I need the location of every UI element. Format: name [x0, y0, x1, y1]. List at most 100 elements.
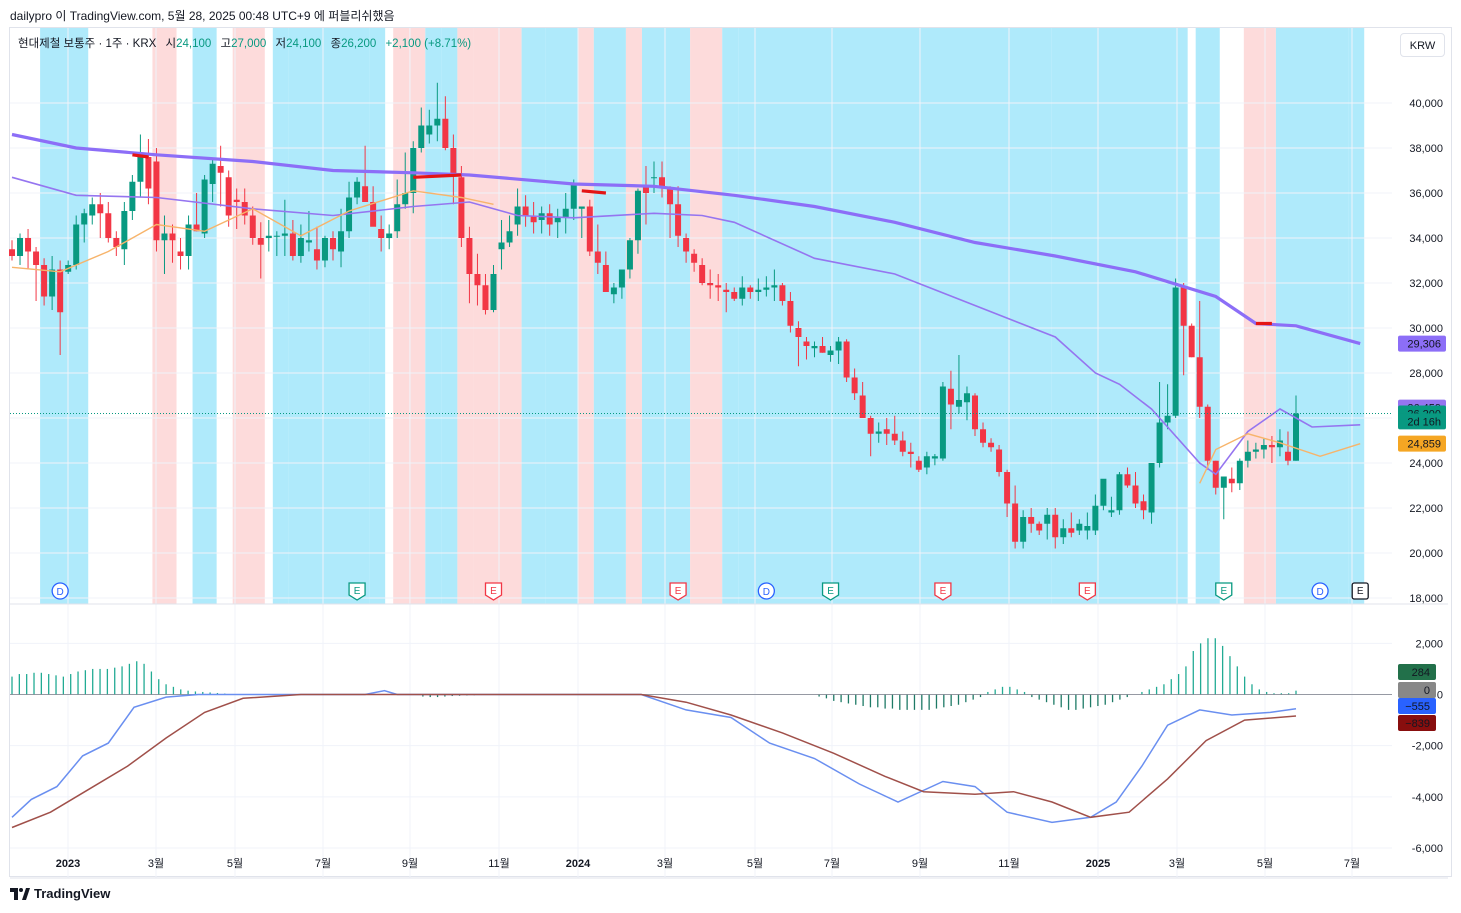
- candle-body: [378, 229, 385, 238]
- candle-body: [1204, 406, 1211, 461]
- candle-body: [1012, 503, 1019, 542]
- candle-body: [273, 235, 280, 237]
- candle-body: [466, 238, 473, 274]
- dividend-marker-label: D: [763, 587, 770, 598]
- time-tick-label: 11월: [488, 857, 510, 870]
- candle-body: [177, 251, 184, 256]
- band-blue: [738, 28, 1052, 604]
- candle-body: [819, 346, 826, 353]
- candle-body: [739, 287, 746, 299]
- dividend-marker-circle: [1311, 582, 1329, 600]
- candle-body: [1108, 510, 1115, 513]
- candle-body: [859, 395, 866, 418]
- candle-body: [891, 433, 898, 441]
- candle-body: [827, 350, 834, 355]
- candle-body: [923, 456, 930, 468]
- time-tick-label: 9월: [402, 857, 418, 870]
- price-axis-label-bg: [1398, 413, 1446, 430]
- candle-body: [530, 215, 537, 223]
- candle-body: [442, 118, 449, 148]
- candle-body: [1020, 517, 1027, 542]
- candle-body: [1036, 523, 1043, 531]
- price-axis-label: 29,306: [1407, 339, 1441, 351]
- candle-body: [996, 449, 1003, 472]
- band-red: [625, 28, 642, 604]
- candle-body: [1196, 357, 1203, 407]
- ma-mid-line: [11, 176, 1361, 476]
- candle-body: [241, 202, 248, 216]
- earnings-marker-box: [1351, 582, 1369, 600]
- candle-body: [17, 238, 24, 256]
- macd-axis-label: −839: [1405, 718, 1430, 730]
- candle-body: [105, 213, 112, 238]
- candle-body: [1293, 413, 1299, 461]
- candle-body: [209, 163, 216, 184]
- candle-body: [939, 386, 946, 459]
- candle-body: [1220, 476, 1227, 488]
- candle-body: [691, 253, 698, 263]
- candle-body: [931, 456, 938, 459]
- high-label: 고: [220, 38, 232, 50]
- candle-body: [1124, 474, 1131, 486]
- candle-body: [980, 429, 987, 443]
- candle-body: [1004, 472, 1011, 504]
- candle-body: [594, 251, 601, 263]
- candle-body: [225, 177, 232, 216]
- candle-body: [1140, 501, 1147, 511]
- symbol-title[interactable]: 현대제철 보통주 · 1주 · KRX: [18, 38, 157, 50]
- candle-body: [73, 224, 80, 265]
- candle-body: [1236, 460, 1243, 484]
- candle-body: [867, 418, 874, 434]
- candle-body: [9, 249, 15, 256]
- earnings-marker: E: [1215, 582, 1233, 601]
- band-blue: [641, 28, 691, 604]
- band-red: [690, 28, 723, 604]
- earnings-marker-label: E: [675, 586, 682, 597]
- candle-body: [618, 269, 625, 288]
- earnings-marker-shape: [1078, 582, 1096, 601]
- band-red: [1243, 28, 1276, 604]
- candle-body: [362, 186, 369, 202]
- candle-body: [771, 285, 778, 288]
- price-tick-label: 38,000: [1409, 143, 1443, 155]
- candle-body: [779, 285, 786, 301]
- tradingview-logo[interactable]: TradingView: [10, 886, 110, 901]
- currency-button[interactable]: KRW: [1400, 33, 1445, 57]
- earnings-marker-shape: [484, 582, 503, 601]
- candle-body: [137, 157, 144, 182]
- earnings-marker: E: [934, 582, 952, 601]
- candle-body: [1252, 449, 1259, 452]
- candle-body: [418, 125, 425, 148]
- candle-body: [217, 166, 224, 173]
- time-tick-label: 2024: [566, 858, 591, 870]
- candle-body: [57, 269, 64, 313]
- band-red: [409, 28, 426, 604]
- ma-short-line: [11, 190, 494, 273]
- dividend-marker-circle: [757, 582, 775, 600]
- change-value: +2,100 (+8.71%): [385, 38, 472, 50]
- candle-body: [683, 238, 690, 252]
- macd-axis-label-bg: [1398, 715, 1436, 731]
- earnings-marker-shape: [1215, 582, 1233, 601]
- candle-body: [81, 213, 88, 225]
- price-tick-label: 34,000: [1409, 233, 1443, 245]
- candle-body: [113, 238, 120, 247]
- candle-body: [947, 388, 954, 405]
- band-red: [393, 28, 410, 604]
- tradingview-logo-icon: [10, 887, 30, 900]
- symbol-legend: 현대제철 보통주 · 1주 · KRX 시24,100 고27,000 저24,…: [18, 35, 471, 51]
- earnings-marker-label: E: [1084, 586, 1091, 597]
- candle-body: [434, 118, 441, 126]
- macd-tick-label: 0: [1437, 690, 1443, 702]
- candle-body: [755, 289, 762, 292]
- price-tick-label: 18,000: [1409, 593, 1443, 605]
- candle-body: [1276, 440, 1283, 448]
- earnings-marker-label: E: [940, 586, 947, 597]
- candle-body: [193, 224, 200, 232]
- candle-body: [1284, 451, 1291, 461]
- candle-body: [723, 289, 730, 292]
- dividend-marker: D: [1311, 582, 1329, 600]
- band-red: [232, 28, 265, 604]
- candle-body: [490, 274, 497, 310]
